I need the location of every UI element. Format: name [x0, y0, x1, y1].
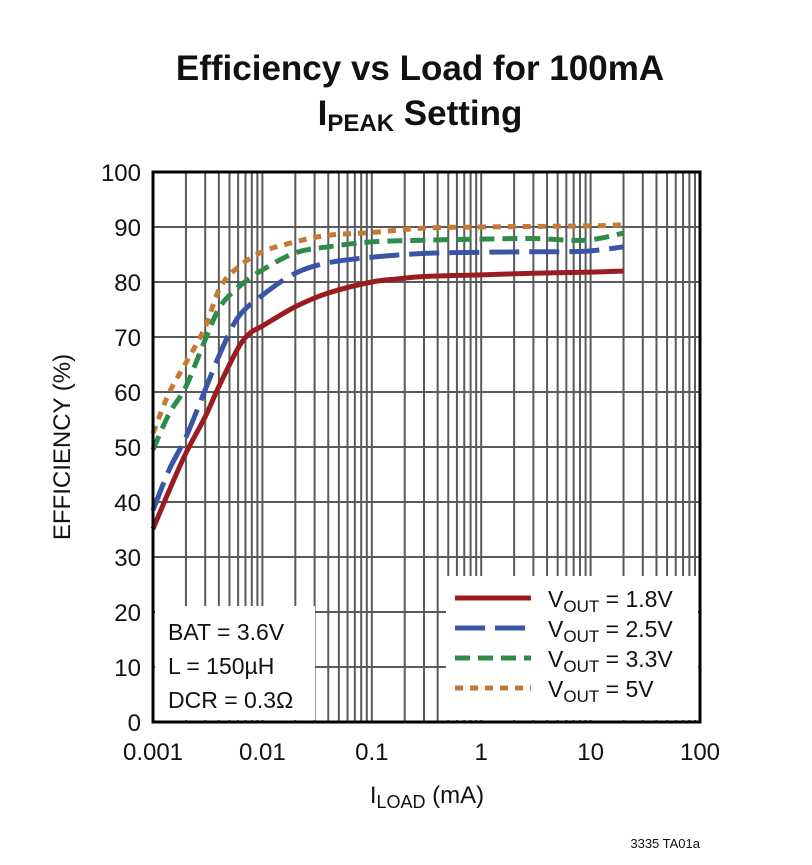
- footnote: 3335 TA01a: [630, 836, 700, 851]
- plot-frame: [151, 170, 702, 724]
- legend-label-0: VOUT = 1.8V: [548, 586, 673, 616]
- legend-label-main: V: [548, 586, 564, 612]
- legend-label-sub: OUT: [563, 597, 599, 616]
- x-tick-labels: 0.001 0.01 0.1 1 10 100: [123, 739, 720, 766]
- y-tick-label: 40: [114, 490, 141, 517]
- x-tick-label: 100: [680, 739, 720, 766]
- y-tick-label: 10: [114, 655, 141, 682]
- title-rest: Setting: [394, 94, 522, 133]
- annotation-dcr: DCR = 0.3Ω: [168, 687, 293, 713]
- y-tick-label: 0: [128, 710, 141, 737]
- y-axis-label: EFFICIENCY (%): [49, 354, 76, 540]
- y-tick-labels: 0 10 20 30 40 50 60 70 80 90 100: [101, 160, 141, 737]
- y-tick-label: 90: [114, 215, 141, 242]
- x-label-i: I: [370, 782, 377, 809]
- title-i: I: [318, 94, 328, 133]
- x-axis-label: ILOAD (mA): [370, 782, 484, 812]
- series-line-1: [150, 244, 624, 512]
- title-sub: PEAK: [327, 110, 394, 137]
- legend-label-rest: = 5V: [599, 676, 654, 702]
- legend-label-3: VOUT = 5V: [548, 676, 654, 706]
- legend-label-sub: OUT: [563, 627, 599, 646]
- x-tick-label: 10: [577, 739, 604, 766]
- y-tick-label: 100: [101, 160, 141, 187]
- x-label-sub: LOAD: [376, 792, 425, 812]
- legend-label-rest: = 2.5V: [599, 616, 673, 642]
- y-tick-label: 50: [114, 435, 141, 462]
- chart-title-line1: Efficiency vs Load for 100mA: [176, 49, 664, 88]
- y-tick-label: 70: [114, 325, 141, 352]
- legend-label-sub: OUT: [563, 657, 599, 676]
- y-tick-label: 30: [114, 545, 141, 572]
- legend-label-main: V: [548, 676, 564, 702]
- legend-label-rest: = 1.8V: [599, 586, 673, 612]
- legend-label-sub: OUT: [563, 687, 599, 706]
- x-tick-label: 0.001: [123, 739, 183, 766]
- series-line-0: [150, 268, 624, 530]
- y-tick-label: 60: [114, 380, 141, 407]
- annotation-box: [155, 606, 315, 720]
- legend-label-2: VOUT = 3.3V: [548, 646, 673, 676]
- x-label-rest: (mA): [426, 782, 485, 809]
- y-tick-label: 80: [114, 270, 141, 297]
- x-tick-label: 0.01: [239, 739, 286, 766]
- legend-label-main: V: [548, 646, 564, 672]
- x-tick-label: 0.1: [355, 739, 388, 766]
- chart-title-line2: IPEAK Setting: [318, 94, 523, 137]
- x-tick-label: 1: [475, 739, 488, 766]
- legend-label-main: V: [548, 616, 564, 642]
- curves: [150, 222, 625, 530]
- y-tick-label: 20: [114, 600, 141, 627]
- annotation-bat: BAT = 3.6V: [168, 619, 285, 645]
- legend-label-rest: = 3.3V: [599, 646, 673, 672]
- annotation-inductor: L = 150µH: [168, 653, 274, 679]
- legend-label-1: VOUT = 2.5V: [548, 616, 673, 646]
